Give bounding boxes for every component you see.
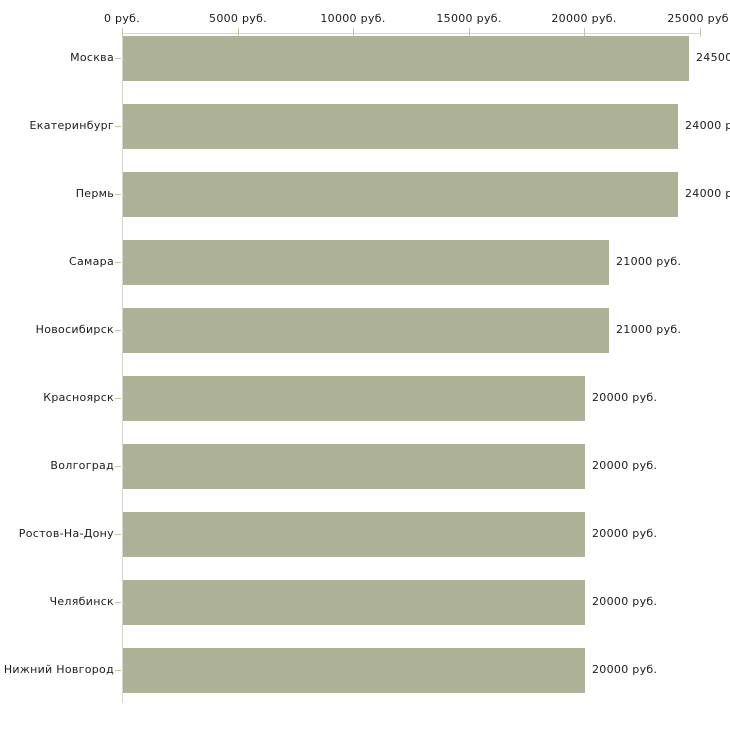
bar (123, 376, 585, 421)
x-tick-label: 15000 руб. (436, 12, 502, 25)
bar (123, 36, 689, 81)
category-label: Екатеринбург (29, 119, 114, 132)
category-label: Волгоград (50, 459, 114, 472)
x-tick (584, 28, 585, 37)
category-label: Самара (69, 255, 114, 268)
x-axis-line (122, 33, 701, 34)
value-label: 24000 руб. (685, 119, 730, 132)
value-label: 24000 руб. (685, 187, 730, 200)
category-tick (115, 466, 121, 467)
category-tick (115, 398, 121, 399)
category-tick (115, 534, 121, 535)
x-tick-label: 0 руб. (103, 12, 141, 25)
x-tick (469, 28, 470, 37)
category-tick (115, 194, 121, 195)
category-tick (115, 602, 121, 603)
value-label: 20000 руб. (592, 527, 658, 540)
bar (123, 172, 678, 217)
bar (123, 104, 678, 149)
bar (123, 240, 609, 285)
x-tick (238, 28, 239, 37)
y-axis-line (122, 33, 123, 703)
x-tick-label: 25000 руб. (667, 12, 730, 25)
bar (123, 308, 609, 353)
value-label: 20000 руб. (592, 459, 658, 472)
category-label: Красноярск (43, 391, 114, 404)
bar (123, 512, 585, 557)
category-tick (115, 58, 121, 59)
x-tick (353, 28, 354, 37)
category-label: Пермь (75, 187, 114, 200)
category-label: Нижний Новгород (3, 663, 114, 676)
value-label: 21000 руб. (616, 323, 682, 336)
category-tick (115, 262, 121, 263)
bar (123, 580, 585, 625)
value-label: 24500 руб. (696, 51, 730, 64)
value-label: 20000 руб. (592, 391, 658, 404)
category-tick (115, 330, 121, 331)
category-label: Челябинск (49, 595, 114, 608)
category-tick (115, 126, 121, 127)
value-label: 20000 руб. (592, 595, 658, 608)
x-tick-label: 5000 руб. (209, 12, 267, 25)
category-label: Новосибирск (35, 323, 114, 336)
category-label: Ростов-На-Дону (18, 527, 114, 540)
x-tick (122, 28, 123, 37)
x-tick (700, 28, 701, 37)
value-label: 21000 руб. (616, 255, 682, 268)
category-label: Москва (70, 51, 114, 64)
value-label: 20000 руб. (592, 663, 658, 676)
bar (123, 444, 585, 489)
x-tick-label: 20000 руб. (551, 12, 617, 25)
x-tick-label: 10000 руб. (320, 12, 386, 25)
bar (123, 648, 585, 693)
category-tick (115, 670, 121, 671)
